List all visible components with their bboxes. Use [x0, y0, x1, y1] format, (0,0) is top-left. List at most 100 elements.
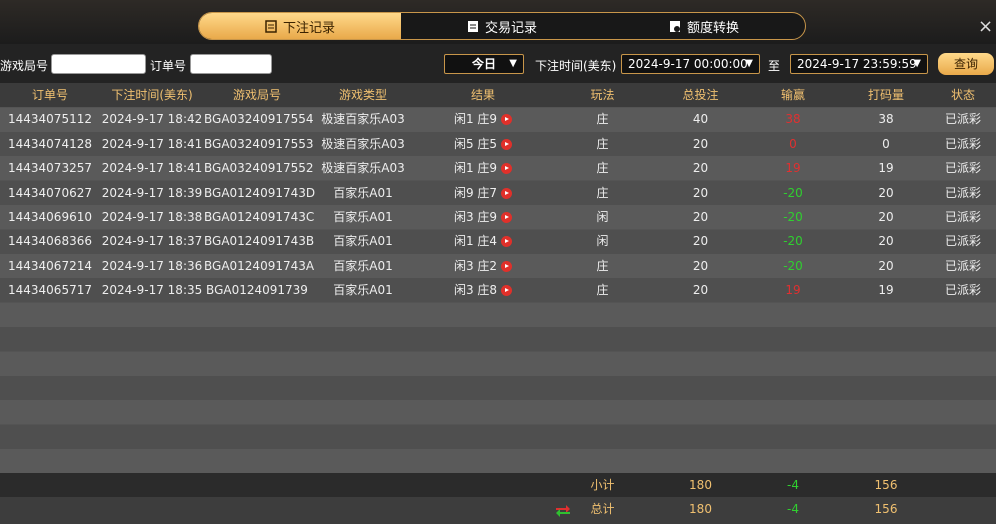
- result: 闲5 庄5: [453, 136, 498, 151]
- cell: 庄: [596, 136, 609, 151]
- label: 订单号: [150, 59, 187, 73]
- play-icon[interactable]: [501, 260, 513, 272]
- play-icon[interactable]: [501, 114, 513, 126]
- cell: 20: [692, 258, 709, 273]
- cell: 20: [878, 258, 894, 273]
- label: 下注时间(美东): [535, 59, 617, 73]
- summary-turnover: 156: [874, 478, 898, 492]
- tab[interactable]: 下注记录: [199, 13, 401, 39]
- cell: 14434065717: [8, 283, 92, 298]
- start-select[interactable]: 2024-9-17 00:00:00 ▼: [621, 54, 760, 74]
- cell: 百家乐A01: [333, 283, 393, 298]
- cell: 2024-9-17 18:41: [101, 161, 203, 176]
- play-icon[interactable]: [501, 236, 513, 248]
- cell: 20: [692, 161, 709, 176]
- cell: 20: [692, 136, 709, 151]
- header-cell: 总投注: [682, 88, 719, 102]
- cell: 2024-9-17 18:38: [101, 210, 203, 224]
- tab[interactable]: 交易记录: [401, 13, 603, 39]
- cell: 已派彩: [944, 136, 981, 151]
- table-row: 14434067214 2024-9-17 18:36 BGA0124091743A…: [0, 254, 996, 278]
- cell: 闲3 庄9: [416, 205, 550, 229]
- table-row: 14434065717 2024-9-17 18:35 BGA0124091739 百…: [0, 278, 996, 302]
- cell: 百家乐A01: [333, 210, 393, 224]
- cell: 已派彩: [944, 283, 981, 298]
- close-button[interactable]: ×: [978, 16, 994, 37]
- play-icon[interactable]: [501, 138, 513, 150]
- period-select[interactable]: 今日 ▼: [444, 54, 524, 74]
- order-input[interactable]: [190, 54, 272, 74]
- cell: BGA03240917554: [204, 112, 314, 127]
- header-cell: 玩法: [590, 88, 615, 102]
- refresh-icon[interactable]: [554, 502, 572, 518]
- cell: 极速百家乐A03: [321, 161, 405, 176]
- cell: 2024-9-17 18:35: [101, 283, 203, 298]
- result: 闲3 庄8: [453, 283, 498, 298]
- game-id-input[interactable]: [51, 54, 146, 74]
- tab-label: 交易记录: [484, 20, 537, 36]
- tab-label: 下注记录: [282, 20, 335, 36]
- cell: -20: [783, 210, 803, 224]
- cell: 2024-9-17 18:37: [101, 234, 203, 249]
- play-icon[interactable]: [501, 163, 513, 175]
- play-icon[interactable]: [501, 285, 513, 297]
- header-cell: 下注时间(美东): [111, 88, 193, 102]
- result: 闲9 庄7: [453, 185, 498, 200]
- result: 闲1 庄9: [453, 161, 498, 176]
- cell: 庄: [596, 161, 609, 176]
- header-cell: 结果: [470, 88, 495, 102]
- query-button[interactable]: 查询: [938, 53, 994, 75]
- cell: 2024-9-17 18:36: [101, 258, 203, 273]
- cell: 庄: [596, 258, 609, 273]
- cell: 14434075112: [8, 112, 92, 127]
- cell: 20: [692, 283, 709, 298]
- cell: 0: [882, 136, 890, 151]
- cell: 闲1 庄9: [416, 156, 550, 180]
- table-row: 14434073257 2024-9-17 18:41 BGA03240917552…: [0, 156, 996, 180]
- cell: 2024-9-17 18:42: [101, 112, 203, 127]
- icon: [669, 20, 680, 32]
- table-row: 14434074128 2024-9-17 18:41 BGA03240917553…: [0, 132, 996, 156]
- end-select[interactable]: 2024-9-17 23:59:59 ▼: [790, 54, 928, 74]
- cell: 19: [878, 283, 894, 298]
- summary-label: 小计: [590, 478, 615, 492]
- cell: 38: [785, 112, 801, 127]
- table-row: 14434068366 2024-9-17 18:37 BGA0124091743B…: [0, 229, 996, 253]
- cell: 闲9 庄7: [416, 181, 550, 205]
- cell: 已派彩: [944, 210, 981, 224]
- cell: 极速百家乐A03: [321, 136, 405, 151]
- result: 闲1 庄9: [453, 112, 498, 127]
- cell: BGA0124091739: [206, 283, 308, 298]
- play-icon[interactable]: [501, 212, 513, 223]
- cell: 闲: [596, 210, 609, 224]
- summary-label: 总计: [590, 502, 615, 516]
- tab[interactable]: 额度转换: [603, 13, 805, 39]
- cell: 20: [692, 234, 709, 249]
- tab-label: 额度转换: [686, 20, 739, 36]
- cell: 闲5 庄5: [416, 132, 550, 156]
- cell: 已派彩: [944, 161, 981, 176]
- cell: 14434068366: [8, 234, 92, 249]
- icon: [265, 19, 277, 33]
- cell: -20: [783, 234, 803, 249]
- result: 闲1 庄4: [453, 234, 498, 249]
- subtotal-row: [0, 473, 996, 497]
- result: 闲3 庄2: [453, 258, 498, 273]
- cell: 已派彩: [944, 185, 981, 200]
- cell: BGA0124091743C: [204, 210, 315, 224]
- cell: 20: [692, 185, 709, 200]
- cell: 20: [692, 210, 709, 224]
- tab-bar: 下注记录 交易记录 额度转换: [198, 12, 806, 40]
- cell: 庄: [596, 112, 609, 127]
- table-row: 14434075112 2024-9-17 18:42 BGA03240917554…: [0, 107, 996, 131]
- table-row: 14434070627 2024-9-17 18:39 BGA0124091743D…: [0, 181, 996, 205]
- result: 闲3 庄9: [453, 210, 498, 224]
- play-icon[interactable]: [501, 187, 513, 199]
- select-value: 2024-9-17 00:00:00: [628, 57, 748, 71]
- cell: 20: [878, 185, 894, 200]
- cell: 38: [878, 112, 894, 127]
- cell: 14434070627: [8, 185, 92, 200]
- cell: 闲1 庄9: [416, 107, 550, 131]
- select-value: 2024-9-17 23:59:59: [797, 57, 917, 71]
